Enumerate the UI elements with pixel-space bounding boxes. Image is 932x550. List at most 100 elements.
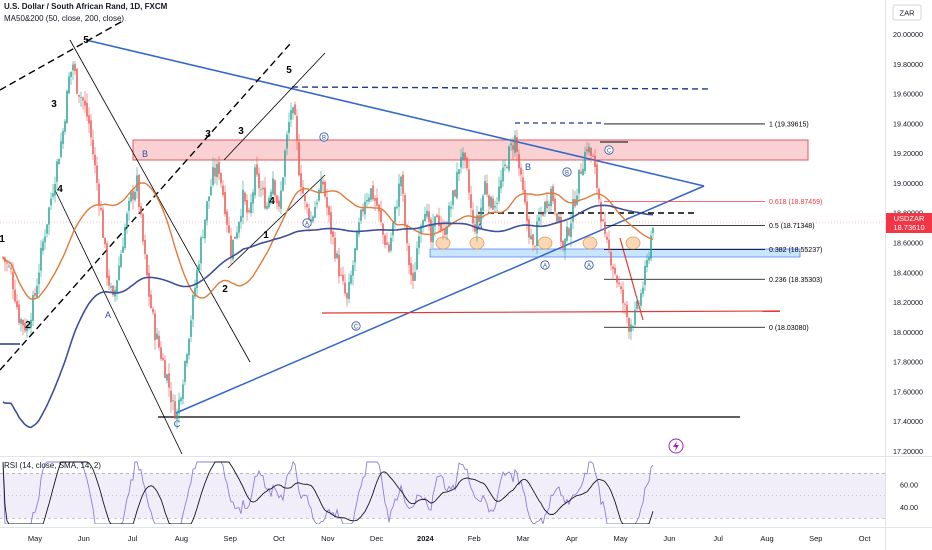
rsi-legend[interactable]: RSI (14, close, SMA, 14, 2) xyxy=(4,461,101,470)
candle-body xyxy=(350,275,352,284)
wave-label: B xyxy=(565,171,569,177)
rsi-axis[interactable]: 60.00 40.00 xyxy=(900,481,918,513)
price-tick-label: 17.60000 xyxy=(893,387,923,396)
candle xyxy=(650,230,652,262)
candle-body xyxy=(632,325,634,327)
candle-body xyxy=(556,213,558,222)
rsi-pane[interactable] xyxy=(0,457,885,527)
price-axis[interactable]: 20.00000 19.80000 19.60000 19.40000 19.20000… xyxy=(893,30,923,456)
candle xyxy=(44,229,46,250)
candle xyxy=(266,201,268,211)
candle-body xyxy=(84,100,86,106)
wave-label: 1 xyxy=(263,230,269,241)
candle xyxy=(600,197,602,230)
candle-body xyxy=(14,289,16,302)
candle xyxy=(510,138,512,151)
candle-body xyxy=(306,204,308,208)
currency-button[interactable]: ZAR xyxy=(892,4,922,21)
candle xyxy=(320,170,322,194)
fib-level-label: 0.236 (18.35303) xyxy=(769,277,822,284)
price-pane[interactable] xyxy=(0,0,885,456)
candle-body xyxy=(548,203,550,207)
candle xyxy=(604,212,606,238)
candle xyxy=(16,294,18,311)
candle xyxy=(564,238,566,260)
candle-body xyxy=(518,154,520,169)
candle xyxy=(476,205,478,242)
candle-body xyxy=(568,228,570,236)
candle-body xyxy=(400,176,402,187)
price-tick-label: 19.80000 xyxy=(893,60,923,69)
candle xyxy=(612,263,614,279)
candle xyxy=(632,324,634,331)
candle xyxy=(522,169,524,195)
candle xyxy=(610,248,612,271)
candle-body xyxy=(112,285,114,296)
candle xyxy=(210,178,212,197)
price-tick-label: 18.60000 xyxy=(893,239,923,248)
candle xyxy=(550,186,552,213)
candle xyxy=(154,309,156,351)
candle-body xyxy=(616,275,618,283)
candle-body xyxy=(490,196,492,208)
candle-body xyxy=(240,216,242,222)
wave-label-circle xyxy=(604,145,614,155)
time-tick-label: Oct xyxy=(859,534,872,543)
candle xyxy=(52,184,54,200)
candle-body xyxy=(588,146,590,153)
candle-body xyxy=(574,199,576,207)
ma-legend[interactable]: MA50&200 (50, close, 200, close) xyxy=(4,14,125,23)
candle-body xyxy=(390,237,392,251)
wave-label-circle xyxy=(584,260,594,270)
price-tick-label: 19.00000 xyxy=(893,179,923,188)
candle xyxy=(28,322,30,330)
candle-body xyxy=(26,327,28,332)
candle-body xyxy=(358,222,360,235)
candle xyxy=(124,223,126,251)
time-axis[interactable]: May Jun Jul Aug Sep Oct Nov Dec 2024 Feb Mar Apr May… xyxy=(28,534,871,543)
candle-body xyxy=(200,237,202,264)
candle xyxy=(238,221,240,238)
candle xyxy=(438,207,440,234)
candle xyxy=(594,149,596,175)
candle xyxy=(240,208,242,229)
candle xyxy=(414,261,416,282)
candle xyxy=(54,176,56,203)
candle-body xyxy=(340,274,342,276)
candle xyxy=(370,187,372,202)
candle-body xyxy=(308,208,310,222)
candle xyxy=(60,132,62,159)
candle-body xyxy=(70,71,72,77)
candle-body xyxy=(612,266,614,270)
candle-body xyxy=(222,185,224,195)
candle-body xyxy=(396,206,398,209)
candle xyxy=(62,127,64,150)
candle xyxy=(250,193,252,217)
candle xyxy=(24,318,26,334)
candle xyxy=(158,330,160,351)
lightning-icon[interactable] xyxy=(668,438,684,454)
time-tick-label: Aug xyxy=(760,534,773,543)
candle-body xyxy=(502,167,504,182)
candle-body xyxy=(18,304,20,323)
candle xyxy=(84,91,86,113)
candle xyxy=(570,213,572,247)
candle xyxy=(376,188,378,207)
candle xyxy=(342,266,344,286)
candle xyxy=(576,188,578,206)
candle xyxy=(218,156,220,181)
candle xyxy=(506,164,508,169)
candle xyxy=(354,247,356,272)
candle xyxy=(264,177,266,210)
rsi-line xyxy=(2,461,654,524)
wave-label: 3 xyxy=(205,129,211,140)
ma50-line xyxy=(2,182,654,300)
candle xyxy=(538,207,540,227)
candle xyxy=(292,106,294,120)
candle xyxy=(530,228,532,240)
candle-body xyxy=(338,254,340,277)
candle xyxy=(280,181,282,215)
candle-body xyxy=(380,210,382,222)
candle xyxy=(562,239,564,252)
